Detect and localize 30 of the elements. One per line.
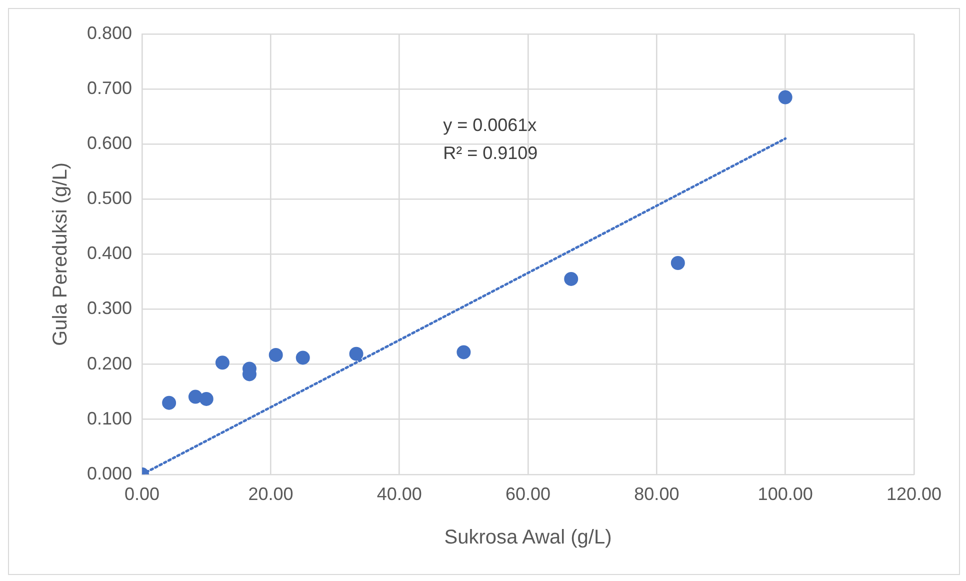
x-tick-label: 20.00 [248,484,294,504]
x-axis-title: Sukrosa Awal (g/L) [444,526,612,549]
x-tick-label: 40.00 [376,484,422,504]
point [564,272,578,286]
x-tick-label: 120.00 [886,484,942,504]
point [162,396,176,410]
x-tick-label: 100.00 [758,484,813,504]
y-tick-label: 0.700 [86,78,132,98]
x-tick-label: 60.00 [506,484,551,504]
y-tick-label: 0.100 [86,408,132,428]
point [215,356,230,370]
annotation: R² = 0.9109 [443,142,538,163]
x-tick-label: 80.00 [634,484,680,504]
y-tick-label: 0.300 [86,298,132,318]
y-tick-label: 0.000 [86,463,132,484]
point [778,90,792,104]
y-tick-label: 0.200 [86,353,132,374]
x-tick-label: 0.00 [124,484,160,504]
point [296,350,310,365]
point [349,346,364,361]
y-axis-title: Gula Pereduksi (g/L) [50,162,72,346]
point [199,392,214,406]
annotation: y = 0.0061x [443,114,537,135]
y-tick-label: 0.600 [86,133,132,154]
y-tick-label: 0.800 [86,22,132,43]
y-tick-label: 0.400 [86,243,132,264]
point [268,348,283,362]
point [670,256,685,270]
point [456,345,471,360]
y-tick-label: 0.500 [86,188,132,208]
